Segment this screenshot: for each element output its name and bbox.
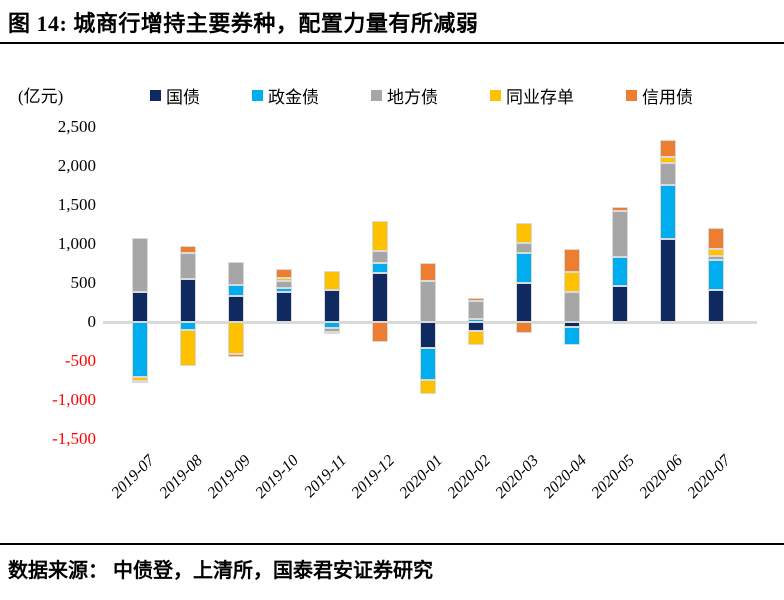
bar-segment-2020-06-s0 <box>660 239 676 322</box>
bar-segment-2020-01-s3 <box>420 379 436 394</box>
bar-segment-2020-03-s4 <box>516 322 532 333</box>
bar-segment-2020-04-s1 <box>564 326 580 346</box>
bar-segment-2020-04-s4 <box>564 248 580 273</box>
bar-segment-2019-08-s0 <box>180 279 196 322</box>
y-tick-label: -1,000 <box>52 390 96 409</box>
bar-segment-2019-12-s0 <box>372 272 388 322</box>
y-tick-label: -1,500 <box>52 429 96 448</box>
bar-segment-2019-11-s3 <box>324 270 340 291</box>
legend-item-1: 政金债 <box>252 83 319 108</box>
y-tick-label: 0 <box>87 312 97 331</box>
bar-segment-2020-03-s0 <box>516 283 532 322</box>
y-tick-label: 1,500 <box>57 195 96 214</box>
bar-segment-2019-09-s1 <box>228 284 244 297</box>
bar-segment-2019-08-s2 <box>180 253 196 280</box>
bar-segment-2020-01-s0 <box>420 322 436 348</box>
bar-segment-2020-06-s4 <box>660 140 676 157</box>
bar-segment-2020-05-s4 <box>612 206 628 212</box>
bar-segment-2019-08-s4 <box>180 245 196 254</box>
bar-segment-2019-12-s1 <box>372 262 388 273</box>
legend-label: 地方债 <box>387 88 438 107</box>
bar-segment-2019-11-s1 <box>324 322 340 329</box>
bar-segment-2019-07-s0 <box>132 291 148 322</box>
legend-swatch-icon <box>626 90 637 101</box>
legend-swatch-icon <box>150 90 161 101</box>
chart-legend: 国债 政金债 地方债 同业存单 信用债 <box>150 83 693 108</box>
bar-segment-2020-02-s2 <box>468 300 484 319</box>
bar-segment-2019-12-s4 <box>372 322 388 342</box>
bar-segment-2020-07-s1 <box>708 260 724 290</box>
bar-segment-2019-11-s2 <box>324 328 340 333</box>
bar-segment-2019-10-s1 <box>276 287 292 292</box>
bar-segment-2020-02-s3 <box>468 330 484 345</box>
bar-segment-2020-07-s3 <box>708 248 724 256</box>
bar-segment-2020-03-s3 <box>516 222 532 244</box>
bar-segment-2020-02-s4 <box>468 297 484 301</box>
bar-segment-2019-10-s0 <box>276 291 292 322</box>
bar-segment-2019-10-s2 <box>276 280 292 288</box>
legend-item-0: 国债 <box>150 83 200 108</box>
bar-segment-2019-10-s4 <box>276 268 292 279</box>
chart-title: 图 14: 城商行增持主要券种，配置力量有所减弱 <box>8 11 479 36</box>
y-tick-label: 2,000 <box>57 156 96 175</box>
legend-swatch-icon <box>371 90 382 101</box>
bar-segment-2019-09-s4 <box>228 353 244 358</box>
bar-segment-2020-06-s3 <box>660 156 676 163</box>
y-tick-label: -500 <box>64 351 96 370</box>
bar-segment-2020-05-s1 <box>612 257 628 287</box>
bar-segment-2019-12-s3 <box>372 220 388 251</box>
bar-segment-2019-07-s3 <box>132 376 148 381</box>
bar-segment-2020-07-s4 <box>708 228 724 249</box>
y-tick-label: 1,000 <box>57 234 96 253</box>
bar-segment-2020-02-s0 <box>468 322 484 331</box>
bar-segment-2019-07-s1 <box>132 322 148 377</box>
bar-segment-2019-09-s2 <box>228 261 244 285</box>
bar-segment-2020-07-s0 <box>708 290 724 322</box>
bar-segment-2020-06-s2 <box>660 162 676 185</box>
footer-divider <box>0 543 784 545</box>
bar-segment-2019-11-s0 <box>324 290 340 322</box>
bar-segment-2019-10-s3 <box>276 278 292 281</box>
bar-segment-2020-04-s0 <box>564 322 580 327</box>
bar-segment-2020-04-s3 <box>564 272 580 293</box>
legend-label: 信用债 <box>642 88 693 107</box>
y-axis-unit-label: (亿元) <box>18 87 64 106</box>
legend-swatch-icon <box>490 90 501 101</box>
bar-segment-2019-07-s2 <box>132 237 148 292</box>
bar-segment-2020-01-s2 <box>420 280 436 322</box>
legend-item-4: 信用债 <box>626 83 693 108</box>
bar-segment-2020-05-s2 <box>612 211 628 258</box>
legend-label: 同业存单 <box>506 88 574 107</box>
bar-segment-2020-03-s2 <box>516 243 532 254</box>
bar-segment-2019-12-s2 <box>372 251 388 263</box>
bar-segment-2019-08-s1 <box>180 322 196 330</box>
bar-segment-2020-05-s0 <box>612 286 628 322</box>
bar-segment-2020-06-s1 <box>660 184 676 240</box>
bar-segment-2019-09-s0 <box>228 296 244 322</box>
bar-segment-2020-07-s2 <box>708 255 724 261</box>
bar-segment-2019-11-s4 <box>324 332 340 335</box>
bar-segment-2020-05-s3 <box>612 322 628 325</box>
bar-segment-2020-04-s2 <box>564 292 580 322</box>
title-divider <box>0 42 784 44</box>
bar-segment-2019-09-s3 <box>228 322 244 354</box>
bar-segment-2019-08-s3 <box>180 329 196 366</box>
legend-label: 政金债 <box>268 88 319 107</box>
legend-label: 国债 <box>166 88 200 107</box>
y-tick-label: 500 <box>70 273 97 292</box>
y-tick-label: 2,500 <box>57 117 96 136</box>
plot-area: 2,500 2,000 1,500 1,000 500 0 -500 -1,000 -1,500… <box>0 110 784 540</box>
bar-segment-2020-01-s4 <box>420 262 436 281</box>
bar-segment-2020-03-s1 <box>516 253 532 283</box>
legend-item-3: 同业存单 <box>490 83 574 108</box>
legend-item-2: 地方债 <box>371 83 438 108</box>
bar-segment-2020-01-s1 <box>420 347 436 380</box>
data-source-note: 数据来源： 中债登，上清所，国泰君安证券研究 <box>8 560 433 582</box>
bar-segment-2019-07-s4 <box>132 380 148 383</box>
bar-segment-2020-02-s1 <box>468 318 484 322</box>
legend-swatch-icon <box>252 90 263 101</box>
